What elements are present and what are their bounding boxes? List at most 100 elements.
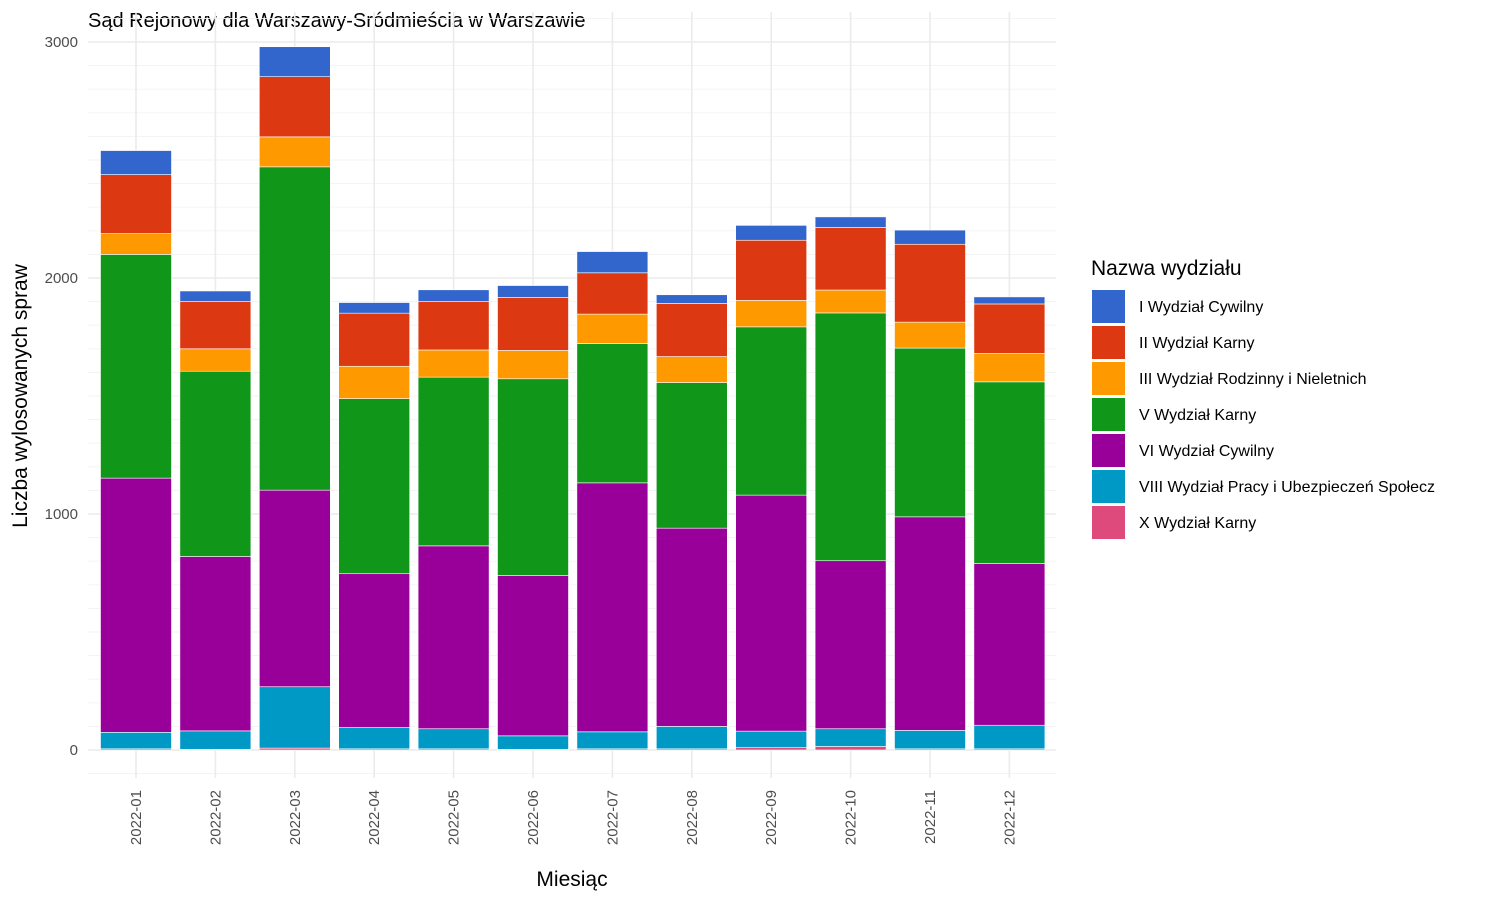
bar-segment: [179, 370, 252, 557]
bar-segment: [973, 724, 1046, 750]
bar-segment: [338, 302, 411, 314]
legend-label: III Wydział Rodzinny i Nieletnich: [1139, 371, 1367, 388]
bar-segment: [814, 216, 887, 228]
bar-segment: [338, 727, 411, 750]
legend-label: I Wydział Cywilny: [1139, 299, 1263, 316]
bar-segment: [258, 136, 331, 168]
legend: Nazwa wydziału I Wydział Cywilny II Wydzi…: [1091, 257, 1435, 539]
x-tick-label: 2022-09: [763, 790, 780, 845]
bar-segment: [814, 728, 887, 747]
bar-segment: [258, 166, 331, 491]
bar-segment: [100, 731, 172, 750]
bar-segment: [735, 239, 808, 301]
legend-label: X Wydział Karny: [1139, 515, 1256, 532]
legend-swatch: [1092, 470, 1125, 503]
bar-segment: [417, 349, 490, 378]
bar-segment: [338, 573, 411, 728]
bar-segment: [894, 229, 966, 245]
legend-label: II Wydział Karny: [1139, 335, 1254, 352]
bar-segment: [338, 312, 411, 367]
bar-segment: [258, 489, 331, 688]
bar-segment: [735, 494, 808, 732]
bar-segment: [576, 343, 649, 484]
bar-segment: [814, 227, 887, 291]
bar-segment: [655, 303, 728, 357]
y-tick-label: 0: [70, 742, 78, 759]
chart-title: Sąd Rejonowy dla Warszawy-Sródmieścia w …: [88, 10, 586, 32]
bar-segment: [100, 233, 172, 255]
x-tick-label: 2022-07: [604, 790, 621, 845]
bar-segment: [894, 347, 966, 518]
bar-segment: [417, 301, 490, 351]
bar-segment: [576, 313, 649, 344]
x-tick-label: 2022-11: [922, 790, 939, 844]
bar-segment: [417, 545, 490, 730]
bar-segment: [735, 730, 808, 748]
legend-label: VIII Wydział Pracy i Ubezpieczeń Społecz: [1139, 479, 1435, 496]
bar-segment: [973, 296, 1046, 305]
bar-segment: [814, 746, 887, 751]
bar-segment: [417, 728, 490, 750]
legend-swatch: [1092, 506, 1125, 539]
bar-segment: [497, 285, 569, 298]
bar-segment: [576, 251, 649, 274]
bar-segment: [973, 563, 1046, 726]
bar-segment: [100, 174, 172, 234]
x-tick-label: 2022-02: [207, 790, 224, 845]
bar-segment: [576, 731, 649, 750]
bar-segment: [338, 398, 411, 575]
legend-swatch: [1092, 290, 1125, 323]
x-tick-label: 2022-06: [525, 790, 542, 845]
bar-segment: [497, 378, 569, 576]
bar-segment: [655, 356, 728, 383]
bar-segment: [179, 301, 252, 350]
legend-swatch: [1092, 326, 1125, 359]
bar-segment: [258, 46, 331, 77]
bar-segment: [417, 289, 490, 302]
legend-label: V Wydział Karny: [1139, 407, 1256, 424]
x-tick-label: 2022-04: [366, 790, 383, 845]
bar-segment: [497, 735, 569, 750]
legend-swatch: [1092, 434, 1125, 467]
bar-segment: [179, 730, 252, 750]
bar-segment: [179, 290, 252, 302]
legend-label: VI Wydział Cywilny: [1139, 443, 1274, 460]
y-axis-ticks: 0 1000 2000 3000: [45, 34, 78, 759]
bar-segment: [655, 726, 728, 750]
bar-segment: [576, 482, 649, 733]
bar-segment: [258, 686, 331, 749]
bar-segment: [179, 556, 252, 732]
bar-segment: [814, 289, 887, 314]
bar-segment: [973, 353, 1046, 383]
x-tick-label: 2022-03: [287, 790, 304, 845]
bar-segment: [894, 321, 966, 349]
bar-segment: [735, 300, 808, 328]
bar-segment: [894, 243, 966, 323]
legend-title: Nazwa wydziału: [1091, 257, 1242, 280]
bar-segment: [894, 516, 966, 731]
legend-swatch: [1092, 362, 1125, 395]
x-axis-ticks: 2022-01 2022-02 2022-03 2022-04 2022-05 2022-…: [128, 790, 1018, 845]
bar-segment: [973, 303, 1046, 354]
bar-segment: [655, 382, 728, 529]
bar-segment: [576, 272, 649, 315]
legend-swatch: [1092, 398, 1125, 431]
bar-segment: [100, 150, 172, 175]
bar-segment: [497, 297, 569, 351]
bar-segment: [655, 527, 728, 727]
bar-segment: [497, 350, 569, 380]
bar-segment: [814, 560, 887, 730]
bar-segment: [179, 348, 252, 372]
x-tick-label: 2022-05: [446, 790, 463, 845]
x-tick-label: 2022-08: [684, 790, 701, 845]
bar-segment: [735, 326, 808, 496]
x-tick-label: 2022-10: [843, 790, 860, 845]
y-tick-label: 3000: [45, 34, 78, 51]
bar-segment: [814, 312, 887, 562]
bar-segment: [417, 376, 490, 547]
y-tick-label: 1000: [45, 506, 78, 523]
bar-segment: [655, 294, 728, 304]
bar-segment: [735, 747, 808, 751]
bars: [100, 46, 1046, 751]
